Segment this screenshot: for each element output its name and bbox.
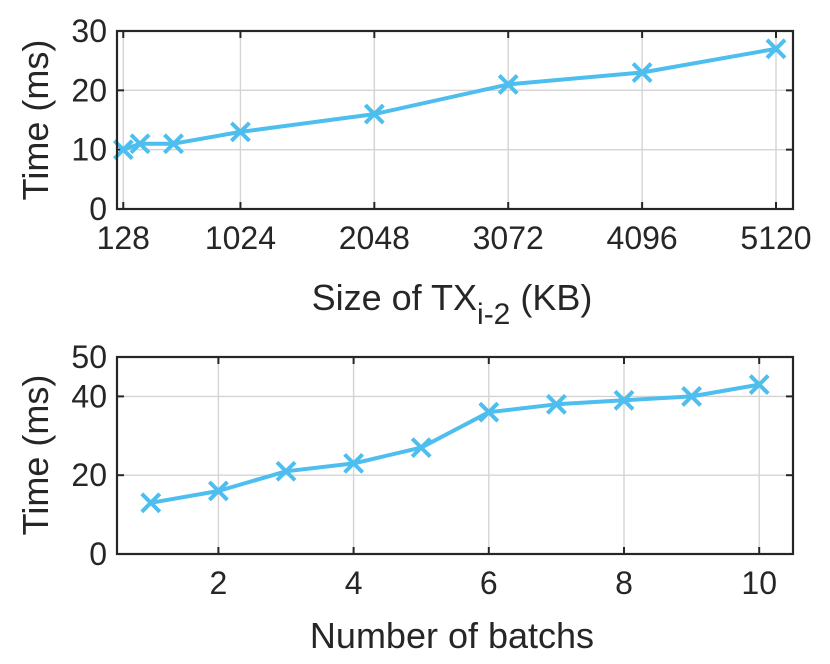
x-tick-label: 10 xyxy=(741,565,777,601)
x-axis-label: Number of batchs xyxy=(310,615,594,656)
data-point-x-marker xyxy=(681,385,703,407)
x-tick-label: 2048 xyxy=(339,220,410,256)
x-tick-labels: 2 4 6 8 10 xyxy=(210,565,777,601)
plot-frame xyxy=(115,355,795,556)
series-line xyxy=(122,46,777,152)
data-point-x-marker xyxy=(748,374,770,395)
x-tick-label: 5120 xyxy=(740,220,811,256)
y-tick-label: 20 xyxy=(71,72,107,108)
x-tick-label: 6 xyxy=(480,565,498,601)
x-axis-label: Size of TXi-2 (KB) xyxy=(312,277,593,331)
x-axis-label-main: Size of TX xyxy=(312,277,477,318)
data-point-x-marker xyxy=(613,389,635,411)
data-point-x-marker xyxy=(207,480,229,502)
x-tick-label: 2 xyxy=(210,565,228,601)
data-point-x-marker xyxy=(163,133,184,155)
data-point-x-marker xyxy=(631,62,653,83)
y-tick-label: 10 xyxy=(71,132,107,168)
y-tick-label: 20 xyxy=(71,457,107,493)
data-point-x-marker xyxy=(129,133,151,155)
x-tick-label: 3072 xyxy=(473,220,544,256)
plot-frame xyxy=(115,29,795,211)
data-point-x-marker xyxy=(765,38,787,60)
tick-marks xyxy=(117,30,793,210)
data-point-x-marker xyxy=(478,401,500,423)
series-line xyxy=(150,382,760,505)
y-tick-label: 40 xyxy=(71,378,107,414)
data-point-x-marker xyxy=(343,452,365,474)
y-tick-label: 30 xyxy=(71,13,107,49)
x-axis-label-subscript: i-2 xyxy=(477,298,510,331)
data-point-x-marker xyxy=(410,437,432,459)
data-point-x-marker xyxy=(230,121,251,143)
y-tick-label: 0 xyxy=(89,191,107,227)
data-point-x-marker xyxy=(140,492,162,514)
data-point-x-marker xyxy=(275,460,297,482)
data-point-x-marker xyxy=(545,393,567,415)
grid-lines xyxy=(117,356,793,555)
y-tick-label: 50 xyxy=(71,339,107,375)
grid-lines xyxy=(117,30,793,210)
x-tick-label: 4 xyxy=(345,565,363,601)
y-tick-label: 0 xyxy=(89,536,107,572)
x-tick-label: 4096 xyxy=(607,220,678,256)
data-series xyxy=(140,374,770,514)
x-axis-label-unit: (KB) xyxy=(510,277,592,318)
x-tick-label: 1024 xyxy=(205,220,276,256)
y-axis-label: Time (ms) xyxy=(15,40,56,201)
data-point-x-marker xyxy=(363,103,385,125)
data-point-x-marker xyxy=(497,73,519,95)
chart-size-of-tx: 128 1024 2048 3072 4096 5120 0 10 20 30 Time (ms… xyxy=(15,13,812,331)
y-axis-label: Time (ms) xyxy=(15,375,56,536)
data-series xyxy=(112,38,787,161)
x-tick-label: 8 xyxy=(615,565,633,601)
x-tick-label: 128 xyxy=(97,220,150,256)
x-tick-labels: 128 1024 2048 3072 4096 5120 xyxy=(97,220,812,256)
y-tick-labels: 0 10 20 30 xyxy=(71,13,107,227)
